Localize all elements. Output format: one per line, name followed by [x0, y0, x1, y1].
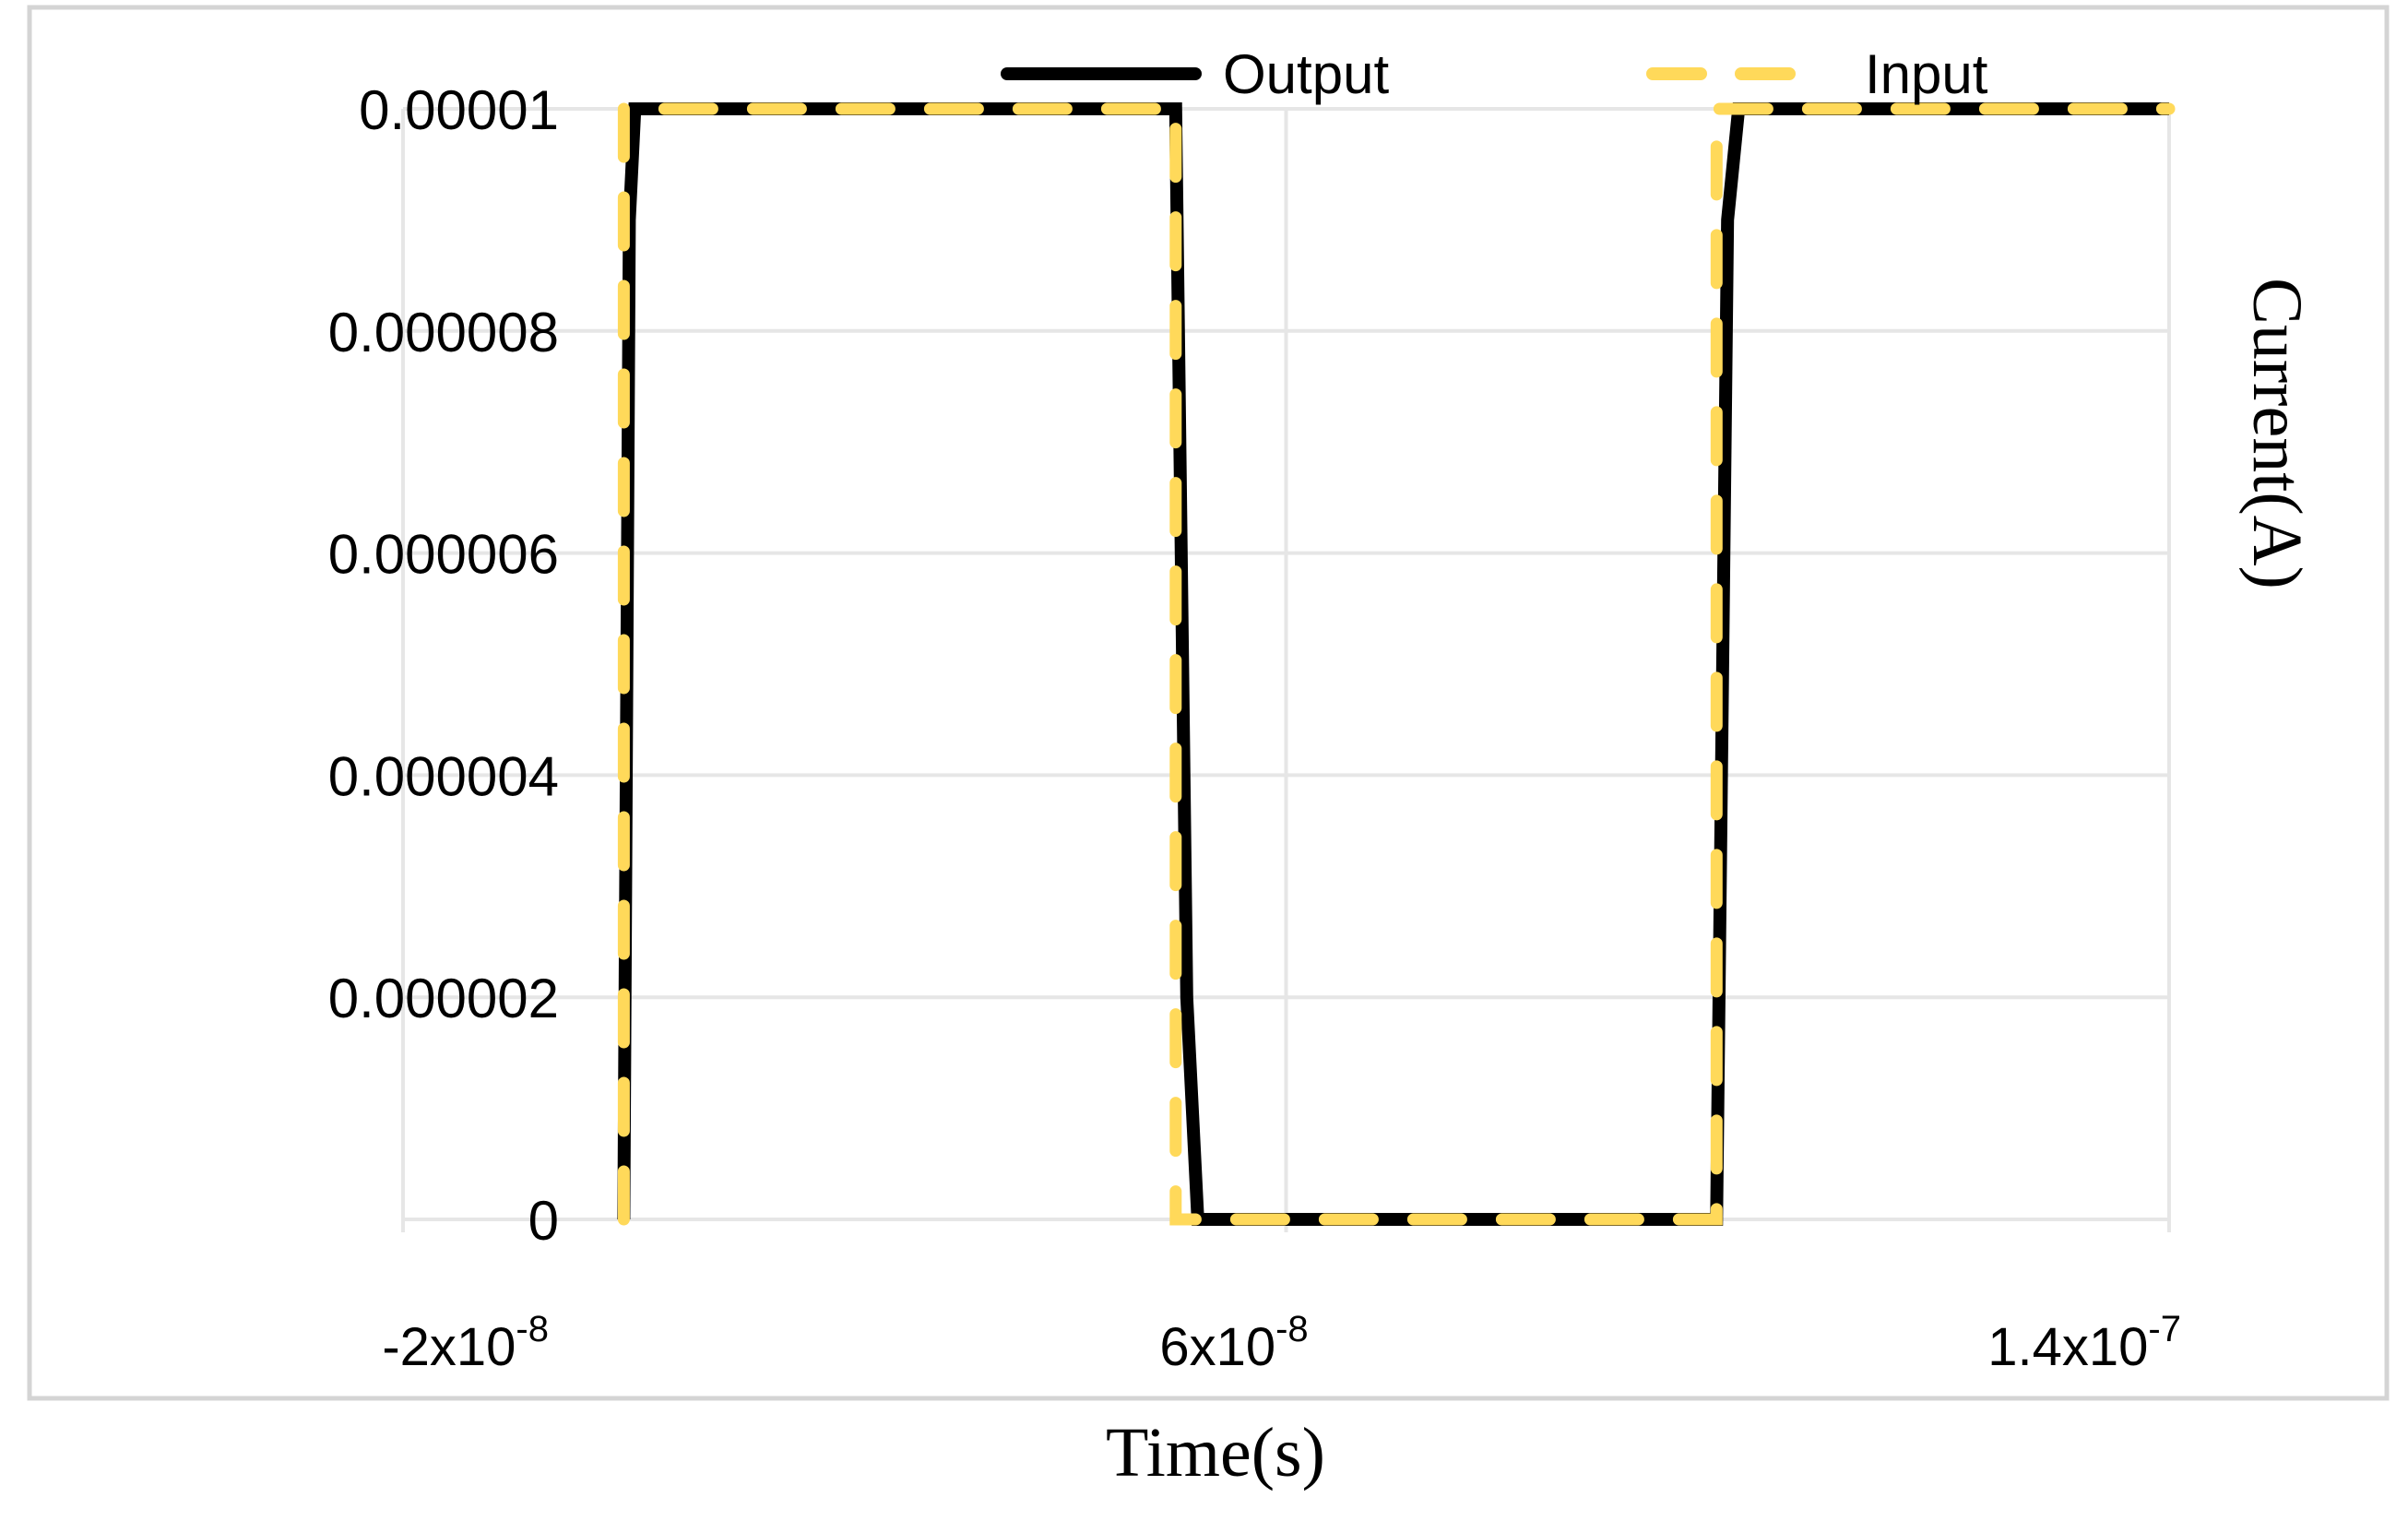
series-line-input — [617, 102, 2176, 1226]
series — [617, 102, 2176, 1226]
legend-label-input: Input — [1865, 43, 1988, 105]
y-tick-label: 0 — [528, 1190, 559, 1252]
series-line-output — [617, 102, 2169, 1226]
y-tick-label: 0.000004 — [328, 745, 559, 807]
y-tick-label: 0.000002 — [328, 968, 559, 1029]
x-tick-labels: -2x10-8 6x10-8 1.4x10-7 — [382, 1309, 2181, 1377]
y-tick-label: 0.000006 — [328, 524, 559, 586]
y-tick-label: 0.000008 — [328, 302, 559, 363]
y-tick-labels: 0 0.000002 0.000004 0.000006 0.000008 0.00001 — [328, 79, 559, 1252]
y-axis-label: Current(A) — [2238, 278, 2316, 589]
x-axis-label: Time(s) — [1106, 1414, 1325, 1491]
x-tick-label: 6x10-8 — [1159, 1309, 1308, 1377]
x-tick-label: 1.4x10-7 — [1987, 1309, 2181, 1377]
x-tick-label: -2x10-8 — [382, 1309, 549, 1377]
legend-label-output: Output — [1223, 43, 1389, 105]
chart-frame — [27, 5, 2390, 1401]
legend: Output Input — [1001, 43, 1988, 105]
y-tick-label: 0.00001 — [359, 79, 559, 141]
